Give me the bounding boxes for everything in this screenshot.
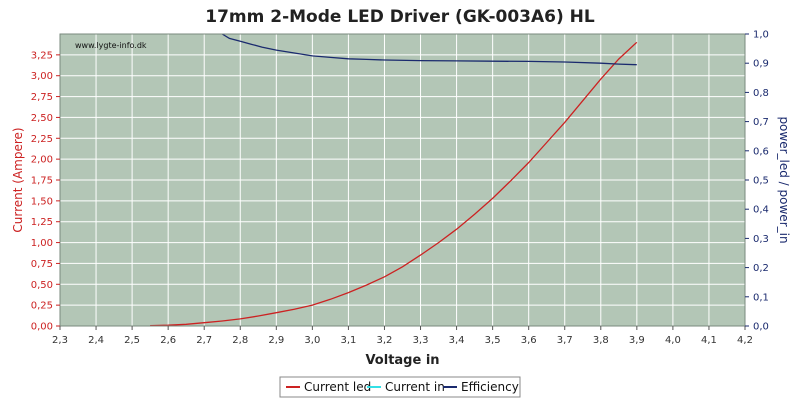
legend: Current led Current in Efficiency	[279, 376, 521, 398]
x-tick-label: 2,8	[232, 335, 248, 346]
y-left-tick-label: 0,50	[31, 280, 53, 291]
y-right-tick-label: 0,3	[753, 234, 769, 245]
x-tick-label: 2,7	[196, 335, 212, 346]
x-tick-label: 3,4	[449, 335, 465, 346]
x-tick-label: 3,6	[521, 335, 537, 346]
x-tick-label: 3,7	[557, 335, 573, 346]
legend-label-0: Current led	[304, 380, 371, 394]
x-tick-label: 2,3	[52, 335, 68, 346]
y-axis-right-label: power_led / power_in	[777, 116, 791, 243]
y-right-tick-label: 1,0	[753, 30, 769, 41]
x-tick-label: 3,3	[413, 335, 429, 346]
y-right-tick-label: 0,6	[753, 146, 769, 157]
y-left-tick-label: 2,75	[31, 92, 53, 103]
y-right-tick-label: 0,1	[753, 292, 769, 303]
x-tick-label: 4,2	[737, 335, 753, 346]
y-left-tick-label: 3,00	[31, 71, 53, 82]
x-tick-label: 4,0	[665, 335, 681, 346]
watermark: www.lygte-info.dk	[75, 41, 147, 50]
x-tick-label: 3,8	[593, 335, 609, 346]
x-tick-label: 2,6	[160, 335, 176, 346]
y-axis-left: 0,00 0,25 0,50 0,75 1,00 1,25 1,50 1,75 2,00 2,25…	[31, 50, 60, 333]
y-right-tick-label: 0,4	[753, 205, 769, 216]
y-right-tick-label: 0,7	[753, 117, 769, 128]
y-left-tick-label: 2,00	[31, 155, 53, 166]
y-right-tick-label: 0,0	[753, 322, 769, 333]
x-tick-label: 3,1	[340, 335, 356, 346]
y-left-tick-label: 2,50	[31, 113, 53, 124]
x-tick-label: 3,9	[629, 335, 645, 346]
series-layer	[150, 33, 638, 327]
y-left-tick-label: 0,75	[31, 259, 53, 270]
grid	[60, 34, 745, 326]
series-line-efficiency	[221, 33, 637, 66]
y-right-tick-label: 0,2	[753, 263, 769, 274]
y-left-tick-label: 2,25	[31, 134, 53, 145]
x-tick-label: 3,2	[377, 335, 393, 346]
y-left-tick-label: 0,25	[31, 301, 53, 312]
y-left-tick-label: 1,25	[31, 217, 53, 228]
series-line-current-led	[150, 41, 638, 327]
x-tick-label: 2,4	[88, 335, 104, 346]
y-axis-right: 0,0 0,1 0,2 0,3 0,4 0,5 0,6 0,7 0,8 0,9 1,0	[745, 30, 769, 333]
x-tick-label: 3,5	[485, 335, 501, 346]
legend-label-1: Current in	[385, 380, 445, 394]
x-tick-label: 3,0	[304, 335, 320, 346]
legend-label-2: Efficiency	[461, 380, 519, 394]
y-right-tick-label: 0,5	[753, 176, 769, 187]
y-left-tick-label: 1,50	[31, 196, 53, 207]
x-axis: 2,3 2,4 2,5 2,6 2,7 2,8 2,9 3,0 3,1 3,2 3,3 3,4 3,5 3…	[52, 326, 753, 346]
x-tick-label: 4,1	[701, 335, 717, 346]
y-left-tick-label: 1,75	[31, 176, 53, 187]
y-right-tick-label: 0,9	[753, 59, 769, 70]
y-left-tick-label: 1,00	[31, 238, 53, 249]
y-right-tick-label: 0,8	[753, 88, 769, 99]
y-left-tick-label: 3,25	[31, 50, 53, 61]
chart-title: 17mm 2-Mode LED Driver (GK-003A6) HL	[205, 7, 595, 27]
legend-box	[279, 376, 521, 398]
x-tick-label: 2,9	[268, 335, 284, 346]
x-axis-label: Voltage in	[365, 353, 439, 368]
x-tick-label: 2,5	[124, 335, 140, 346]
y-left-tick-label: 0,00	[31, 322, 53, 333]
y-axis-left-label: Current (Ampere)	[11, 127, 25, 232]
